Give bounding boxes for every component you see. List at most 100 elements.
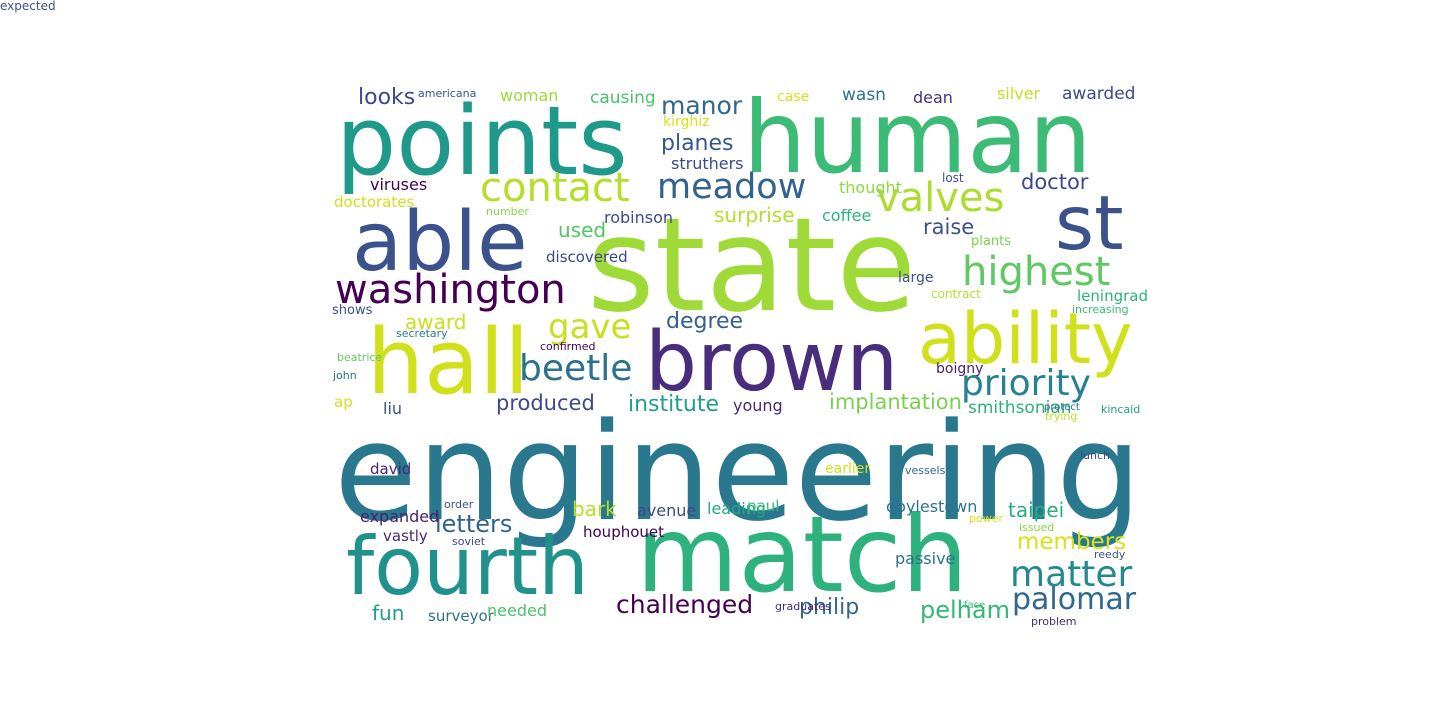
word-beetle: beetle <box>519 348 633 389</box>
word-ap: ap <box>334 393 353 411</box>
word-produced: produced <box>496 391 595 415</box>
word-secretary: secretary <box>396 327 448 340</box>
word-viruses: viruses <box>370 175 428 194</box>
word-matter: matter <box>1010 554 1133 595</box>
word-priority: priority <box>961 363 1091 404</box>
word-needed: needed <box>487 601 547 620</box>
word-meadow: meadow <box>657 167 807 207</box>
word-st: st <box>1055 179 1124 267</box>
word-thought: thought <box>839 178 902 197</box>
word-leading: leading <box>707 499 766 518</box>
word-discovered: discovered <box>546 248 628 266</box>
word-able: able <box>352 195 528 290</box>
word-boigny: boigny <box>936 361 984 377</box>
word-protect: protect <box>1044 402 1080 413</box>
word-planes: planes <box>661 131 734 156</box>
word-dean: dean <box>913 88 953 107</box>
word-plants: plants <box>971 234 1011 249</box>
word-issued: issued <box>1019 521 1055 534</box>
word-members: members <box>1017 529 1127 555</box>
word-young: young <box>733 396 783 415</box>
word-david: david <box>370 460 412 478</box>
word-raise: raise <box>923 215 975 239</box>
word-houphouet: houphouet <box>583 523 665 541</box>
word-vastly: vastly <box>383 527 428 545</box>
word-challenged: challenged <box>616 590 754 619</box>
word-implantation: implantation <box>829 390 962 414</box>
word-palomar: palomar <box>1012 582 1137 617</box>
word-used: used <box>558 218 607 242</box>
word-struthers: struthers <box>671 154 744 173</box>
word-doylestown: doylestown <box>886 497 978 516</box>
word-passive: passive <box>895 549 956 568</box>
word-manor: manor <box>661 91 743 120</box>
word-wasn: wasn <box>842 85 886 105</box>
word-award: award <box>405 310 467 334</box>
word-ability: ability <box>918 298 1133 380</box>
word-doctor: doctor <box>1021 170 1089 194</box>
word-leningrad: leningrad <box>1077 287 1148 305</box>
word-liu: liu <box>383 399 403 418</box>
word-increasing: increasing <box>1072 303 1129 316</box>
word-engineering: engineering <box>334 394 1142 551</box>
word-match: match <box>636 494 969 616</box>
word-washington: washington <box>335 267 566 313</box>
word-silver: silver <box>997 84 1041 103</box>
word-vessels: vessels <box>905 464 946 477</box>
word-gave: gave <box>548 307 632 347</box>
word-taipei: taipei <box>1008 498 1065 522</box>
word-earlier: earlier <box>825 461 871 477</box>
word-bark: bark <box>572 497 617 521</box>
word-shows: shows <box>332 303 373 318</box>
word-avenue: avenue <box>637 501 697 520</box>
word-surveyor: surveyor <box>428 607 494 625</box>
word-reedy: reedy <box>1094 548 1126 561</box>
word-points: points <box>336 87 628 197</box>
word-letters: letters <box>435 510 513 538</box>
word-americana: americana <box>418 87 477 100</box>
word-coffee: coffee <box>822 206 872 225</box>
word-power: power <box>969 512 1003 525</box>
word-valves: valves <box>876 175 1005 221</box>
word-awarded: awarded <box>1062 84 1136 104</box>
word-trying: trying <box>1045 410 1078 423</box>
word-philip: philip <box>799 595 860 620</box>
word-hall: hall <box>367 310 530 415</box>
word-beatrice: beatrice <box>337 351 383 364</box>
word-institute: institute <box>628 392 719 417</box>
word-problem: problem <box>1031 615 1077 628</box>
word-smithsonian: smithsonian <box>968 398 1072 418</box>
word-kirghiz: kirghiz <box>663 114 710 130</box>
word-robinson: robinson <box>604 208 674 227</box>
word-order: order <box>444 498 474 511</box>
word-john: john <box>333 369 357 382</box>
word-large: large <box>898 270 934 286</box>
word-lost: lost <box>942 171 964 185</box>
word-causing: causing <box>590 88 656 108</box>
word-kincaid: kincaid <box>1101 403 1141 416</box>
word-paul: paul <box>747 497 780 515</box>
word-surprise: surprise <box>714 203 795 227</box>
word-soviet: soviet <box>452 535 486 548</box>
word-face: face <box>964 600 986 611</box>
word-pelham: pelham <box>920 596 1010 624</box>
word-contact: contact <box>480 165 630 211</box>
word-number: number <box>486 205 529 218</box>
word-state: state <box>587 189 917 341</box>
word-human: human <box>743 79 1092 196</box>
word-expected: expected <box>0 0 56 13</box>
word-brown: brown <box>645 315 899 410</box>
word-expanded: expanded <box>360 507 440 526</box>
word-looks: looks <box>358 85 416 110</box>
word-lunch: lunch <box>1080 449 1111 462</box>
word-highest: highest <box>962 249 1111 295</box>
word-doctorates: doctorates <box>334 193 415 211</box>
word-contract: contract <box>931 287 981 301</box>
word-confirmed: confirmed <box>540 340 596 353</box>
word-graduates: graduates <box>775 600 831 613</box>
word-degree: degree <box>666 309 744 334</box>
word-fun: fun <box>372 601 405 625</box>
word-fourth: fourth <box>346 520 589 613</box>
word-case: case <box>777 89 810 105</box>
